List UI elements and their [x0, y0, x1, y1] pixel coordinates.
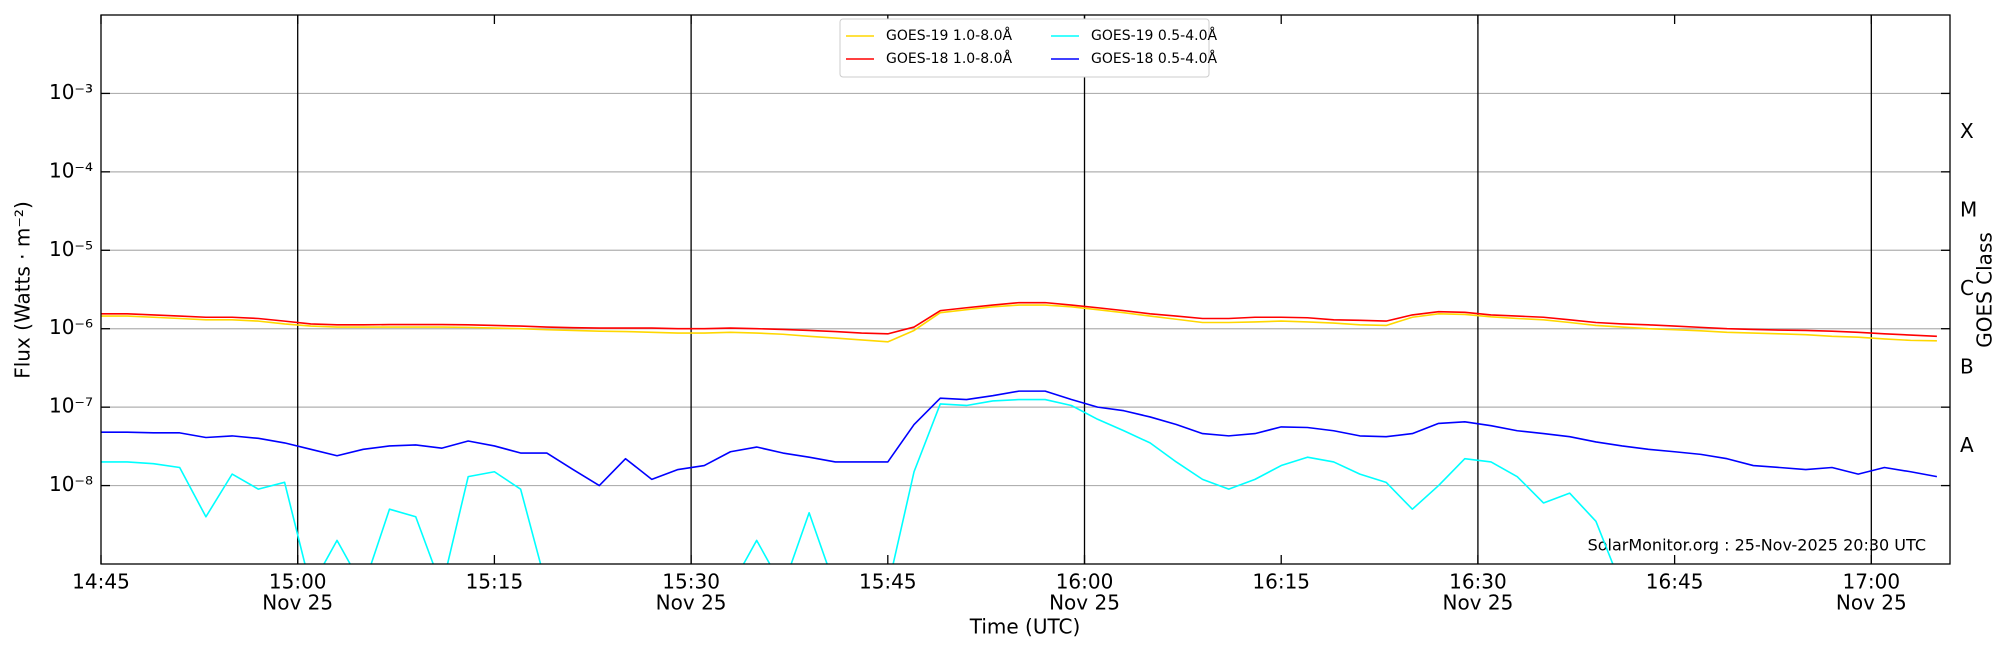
plot-frame — [100, 14, 1951, 565]
legend-label: GOES-19 1.0-8.0Å — [886, 27, 1012, 44]
series-line — [101, 390, 1938, 487]
y2-tick-label: B — [1960, 354, 1974, 378]
legend-box — [839, 18, 1210, 78]
y2-axis-title: GOES Class — [1973, 232, 1997, 348]
y-tick-label: 10⁻⁷ — [49, 394, 93, 418]
x-axis-title: Time (UTC) — [969, 615, 1081, 639]
x-tick-label: 16:15 — [1252, 570, 1310, 594]
y-tick-label: 10⁻³ — [49, 80, 93, 104]
legend-label: GOES-18 0.5-4.0Å — [1091, 50, 1217, 67]
y-tick-label: 10⁻⁸ — [49, 472, 93, 496]
y-tick-label: 10⁻⁶ — [49, 315, 93, 339]
series-line — [101, 398, 1614, 564]
legend-label: GOES-19 0.5-4.0Å — [1091, 27, 1217, 44]
annotation: SolarMonitor.org : 25-Nov-2025 20:30 UTC — [1588, 536, 1926, 555]
x-tick-label: 15:30 — [662, 570, 720, 594]
x-tick-label: 15:15 — [466, 570, 524, 594]
y2-tick-label: C — [1960, 276, 1974, 300]
x-tick-label: 15:45 — [859, 570, 917, 594]
series-line — [101, 304, 1937, 343]
x-tick-label: 16:00 — [1056, 570, 1114, 594]
y-axis-title: Flux (Watts · m⁻²) — [11, 201, 35, 379]
x-tick-label: 14:45 — [72, 570, 130, 594]
x-tick-label: Nov 25 — [656, 591, 727, 615]
x-tick-label: 16:45 — [1646, 570, 1704, 594]
x-tick-label: Nov 25 — [262, 591, 333, 615]
legend-label: GOES-18 1.0-8.0Å — [886, 50, 1012, 67]
x-tick-label: 15:00 — [269, 570, 327, 594]
y2-tick-label: X — [1960, 119, 1974, 143]
x-tick-label: Nov 25 — [1836, 591, 1907, 615]
x-tick-label: Nov 25 — [1442, 591, 1513, 615]
y2-tick-label: M — [1960, 198, 1977, 222]
x-tick-label: Nov 25 — [1049, 591, 1120, 615]
y-tick-label: 10⁻⁴ — [49, 158, 93, 182]
y-tick-label: 10⁻⁵ — [49, 237, 93, 261]
y2-tick-label: A — [1960, 433, 1974, 457]
series-line — [101, 301, 1937, 338]
x-tick-label: 17:00 — [1842, 570, 1900, 594]
x-tick-label: 16:30 — [1449, 570, 1507, 594]
